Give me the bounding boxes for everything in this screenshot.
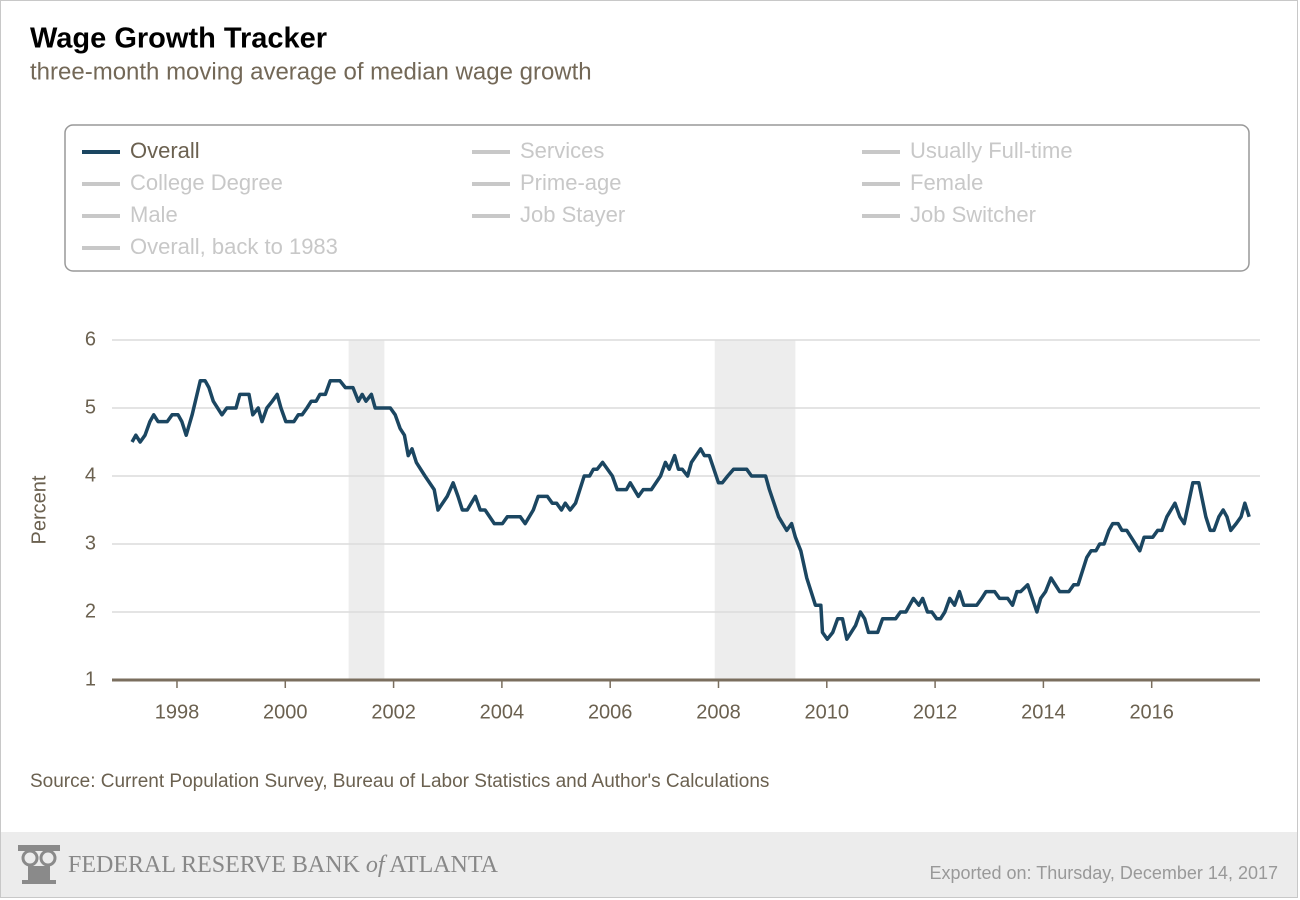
y-tick-label: 5 [85, 396, 96, 418]
chart-title: Wage Growth Tracker [30, 23, 327, 55]
legend-item[interactable]: College Degree [82, 170, 283, 195]
x-tick-label: 2000 [263, 701, 308, 723]
legend-item[interactable]: Job Switcher [862, 202, 1036, 227]
y-tick-label: 3 [85, 532, 96, 554]
y-tick-label: 6 [85, 328, 96, 350]
legend-label: Overall [130, 138, 200, 163]
x-tick-label: 2016 [1129, 701, 1174, 723]
bank-name-of: of [366, 852, 388, 878]
legend-item[interactable]: Job Stayer [472, 202, 625, 227]
legend-box [64, 124, 1250, 272]
legend-label: Male [130, 202, 178, 227]
fed-logo [18, 845, 60, 884]
y-tick-label: 1 [85, 668, 96, 690]
legend-label: Female [910, 170, 983, 195]
legend-item[interactable]: Services [472, 138, 604, 163]
legend-label: Prime-age [520, 170, 621, 195]
legend-item[interactable]: Male [82, 202, 178, 227]
bank-name: FEDERAL RESERVE BANK of ATLANTA [68, 852, 499, 878]
x-tick-label: 2008 [696, 701, 741, 723]
x-tick-label: 2002 [371, 701, 416, 723]
source-note: Source: Current Population Survey, Burea… [30, 771, 769, 792]
legend-label: College Degree [130, 170, 283, 195]
legend-label: Services [520, 138, 604, 163]
y-tick-label: 4 [85, 464, 96, 486]
series-line [130, 379, 1251, 641]
footer-band [1, 832, 1297, 897]
recession-shade [714, 340, 796, 680]
export-date: Exported on: Thursday, December 14, 2017 [929, 863, 1278, 883]
x-tick-label: 2004 [480, 701, 525, 723]
legend-item[interactable]: Usually Full-time [862, 138, 1073, 163]
y-tick-label: 2 [85, 600, 96, 622]
legend-label: Job Stayer [520, 202, 625, 227]
legend-label: Overall, back to 1983 [130, 234, 338, 259]
plot-area: 1 2 3 4 5 6 1998 2000 2002 2004 2006 2008 2010 2012 20… [85, 328, 1260, 723]
chart-subtitle: three-month moving average of median wag… [30, 58, 592, 85]
legend-label: Usually Full-time [910, 138, 1073, 163]
legend-item[interactable]: Overall [82, 138, 200, 163]
legend-item[interactable]: Female [862, 170, 983, 195]
bank-name-main: FEDERAL RESERVE BANK [68, 852, 361, 878]
x-tick-label: 2014 [1021, 701, 1066, 723]
bank-name-city: ATLANTA [389, 852, 498, 878]
x-tick-label: 2010 [805, 701, 850, 723]
legend-item[interactable]: Overall, back to 1983 [82, 234, 338, 259]
legend-label: Job Switcher [910, 202, 1036, 227]
x-tick-label: 2006 [588, 701, 633, 723]
x-tick-label: 2012 [913, 701, 958, 723]
recession-shade [348, 340, 385, 680]
legend-item[interactable]: Prime-age [472, 170, 621, 195]
y-axis-label: Percent [28, 475, 50, 544]
x-tick-label: 1998 [155, 701, 200, 723]
